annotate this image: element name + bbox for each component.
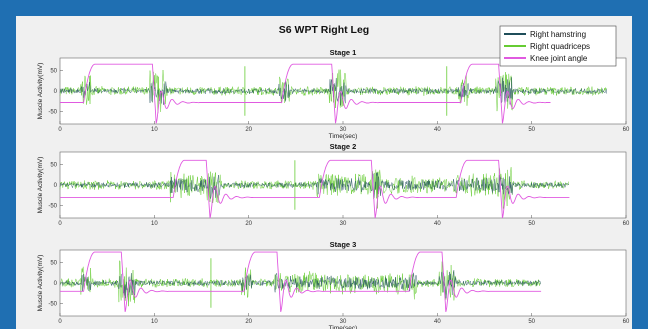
legend: Right hamstring Right quadriceps Knee jo… xyxy=(499,25,617,67)
y-tick-label: 50 xyxy=(50,260,57,266)
y-tick-label: 0 xyxy=(54,281,58,287)
x-tick-label: 30 xyxy=(340,127,347,133)
x-tick-label: 40 xyxy=(434,221,441,227)
y-tick-label: 50 xyxy=(50,68,57,74)
x-tick-label: 50 xyxy=(528,319,535,325)
emg-line-hamstring xyxy=(59,172,570,199)
subplot-3: Stage 3 0 10 20 30 40 50 60 50 0 -50 Time(sec) Muscl… xyxy=(37,240,630,329)
knee-angle-line xyxy=(60,63,551,124)
y-axis-label: Muscle Activity(mV) xyxy=(37,63,44,120)
x-tick-label: 20 xyxy=(245,221,252,227)
x-tick-label: 10 xyxy=(151,221,158,227)
x-tick-label: 10 xyxy=(151,127,158,133)
x-tick-label: 40 xyxy=(434,127,441,133)
x-tick-label: 50 xyxy=(528,127,535,133)
x-tick-label: 0 xyxy=(58,319,62,325)
legend-label-knee: Knee joint angle xyxy=(530,54,588,63)
x-tick-label: 40 xyxy=(434,319,441,325)
y-tick-label: -50 xyxy=(48,204,57,210)
subplot-2: Stage 2 0 10 20 30 40 50 60 50 0 -50 Muscle Activit… xyxy=(37,142,630,227)
subplot-title: Stage 3 xyxy=(330,240,357,249)
emg-line-quadriceps xyxy=(59,260,541,307)
x-tick-label: 20 xyxy=(245,127,252,133)
figure-title: S6 WPT Right Leg xyxy=(279,24,369,36)
emg-line-hamstring xyxy=(59,270,541,299)
y-tick-label: -50 xyxy=(48,110,57,116)
y-tick-label: 0 xyxy=(54,183,58,189)
subplot-title: Stage 2 xyxy=(330,142,357,151)
x-tick-label: 50 xyxy=(528,221,535,227)
figure-canvas: S6 WPT Right Leg Stage 1 0 10 20 30 40 50 60 50 0… xyxy=(37,24,630,329)
x-tick-label: 60 xyxy=(623,221,630,227)
x-tick-label: 20 xyxy=(245,319,252,325)
legend-label-hamstring: Right hamstring xyxy=(530,30,586,39)
x-tick-label: 0 xyxy=(58,221,62,227)
figure-panel: S6 WPT Right Leg Stage 1 0 10 20 30 40 50 60 50 0… xyxy=(16,16,632,329)
x-tick-label: 10 xyxy=(151,319,158,325)
subplot-title: Stage 1 xyxy=(330,48,357,57)
x-tick-label: 30 xyxy=(340,221,347,227)
x-axis-label: Time(sec) xyxy=(329,325,358,329)
x-tick-label: 0 xyxy=(58,127,62,133)
x-tick-label: 60 xyxy=(623,127,630,133)
x-axis-label: Time(sec) xyxy=(329,133,358,140)
y-axis-label: Muscle Activity(mV) xyxy=(37,157,44,214)
y-tick-label: 0 xyxy=(54,89,58,95)
x-tick-label: 30 xyxy=(340,319,347,325)
knee-angle-line xyxy=(60,251,542,313)
subplots: Stage 1 0 10 20 30 40 50 60 50 0 -50 Time(sec) Muscl… xyxy=(37,48,630,329)
y-tick-label: 50 xyxy=(50,162,57,168)
legend-label-quadriceps: Right quadriceps xyxy=(530,42,590,51)
knee-angle-line xyxy=(60,159,570,219)
y-tick-label: -50 xyxy=(48,302,57,308)
x-tick-label: 60 xyxy=(623,319,630,325)
y-axis-label: Muscle Activity(mV) xyxy=(37,255,44,312)
subplot-1: Stage 1 0 10 20 30 40 50 60 50 0 -50 Time(sec) Muscl… xyxy=(37,48,630,140)
